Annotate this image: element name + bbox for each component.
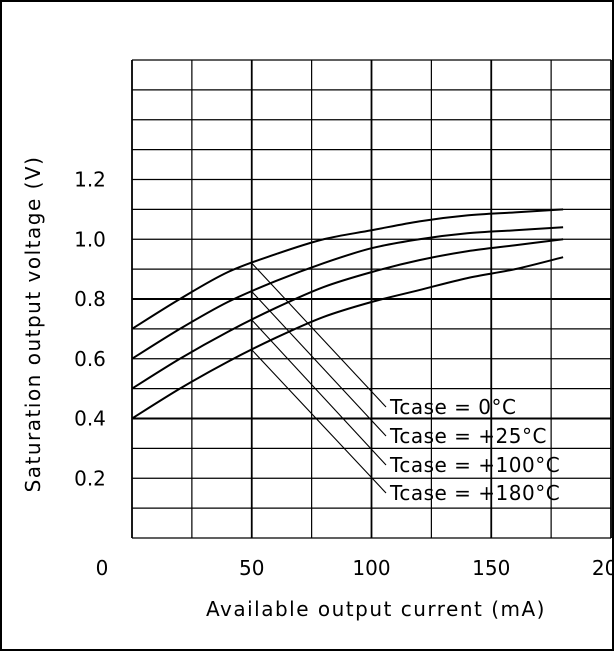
y-tick-label: 1.0: [74, 227, 106, 251]
tick-labels: 0 50 100 150 200 0.2 0.4 0.6 0.8 1.0 1.2: [74, 168, 614, 581]
y-axis-label: Saturation output voltage (V): [21, 156, 45, 493]
x-tick-label: 150: [472, 556, 510, 580]
legend-entry: Tcase = +25°C: [389, 424, 547, 448]
x-tick-label: 100: [352, 556, 390, 580]
x-tick-label: 200: [592, 556, 614, 580]
x-tick-label: 50: [239, 556, 264, 580]
series-line-0: [131, 208, 564, 330]
series-line-2: [131, 238, 564, 390]
y-tick-label: 1.2: [74, 168, 106, 192]
y-tick-label: 0.4: [74, 407, 106, 431]
leader-line: [251, 291, 387, 437]
legend: Tcase = 0°C Tcase = +25°C Tcase = +100°C Tc…: [389, 395, 560, 505]
y-tick-label: 0.2: [74, 466, 106, 490]
legend-entry: Tcase = 0°C: [389, 395, 516, 419]
grid-lines: [131, 59, 612, 539]
legend-entry: Tcase = +180°C: [389, 481, 560, 505]
y-tick-label: 0.8: [74, 287, 106, 311]
series-line-1: [131, 226, 564, 360]
leader-line: [251, 349, 387, 494]
y-tick-label: 0.6: [74, 347, 106, 371]
legend-leader-lines: [251, 262, 387, 494]
series-curves: [131, 208, 564, 420]
leader-line: [251, 262, 387, 408]
x-axis-label: Available output current (mA): [206, 597, 546, 621]
x-tick-label: 0: [96, 556, 109, 580]
legend-entry: Tcase = +100°C: [389, 453, 560, 477]
leader-line: [251, 319, 387, 466]
series-line-3: [131, 256, 564, 420]
